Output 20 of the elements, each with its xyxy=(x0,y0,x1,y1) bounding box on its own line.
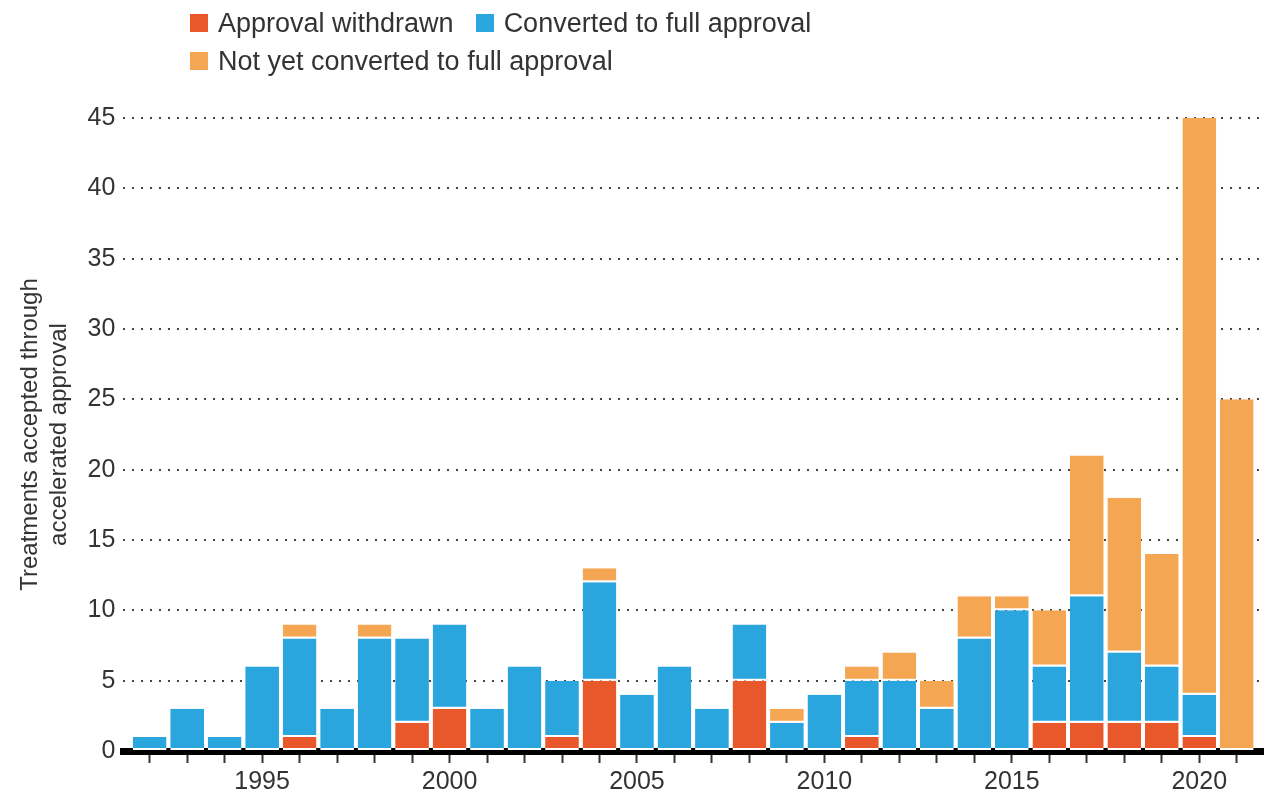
x-tick-label: 2015 xyxy=(984,765,1040,794)
y-tick-label: 0 xyxy=(101,734,116,763)
legend-label: Approval withdrawn xyxy=(218,7,454,39)
x-tick-label: 2020 xyxy=(1171,765,1228,794)
y-tick-label: 20 xyxy=(87,453,116,482)
x-tick-label: 2005 xyxy=(609,765,665,794)
y-axis-title: Treatments accepted through accelerated approval xyxy=(15,278,71,591)
y-tick-label: 10 xyxy=(87,594,116,623)
y-tick-label: 25 xyxy=(87,383,116,412)
x-tick-label: 2000 xyxy=(421,765,478,794)
y-tick-label: 40 xyxy=(87,172,116,201)
y-tick-label: 45 xyxy=(87,101,116,130)
x-tick-label: 1995 xyxy=(234,765,290,794)
legend-label: Not yet converted to full approval xyxy=(218,45,613,77)
y-tick-label: 15 xyxy=(87,523,116,552)
x-tick-label: 2010 xyxy=(796,765,853,794)
legend-label: Converted to full approval xyxy=(503,7,812,39)
y-tick-label: 5 xyxy=(101,664,116,693)
y-tick-label: 35 xyxy=(87,242,116,271)
y-tick-label: 30 xyxy=(87,312,116,341)
